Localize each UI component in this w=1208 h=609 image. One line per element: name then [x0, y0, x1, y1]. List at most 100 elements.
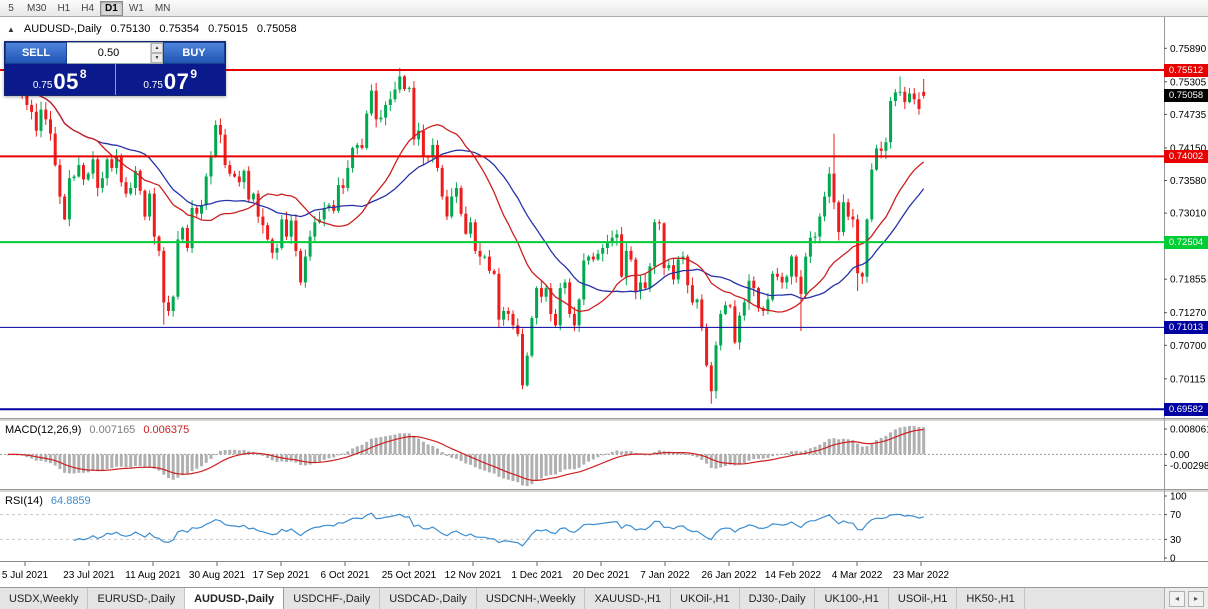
timeframe-button-mn[interactable]: MN — [150, 1, 176, 16]
svg-text:0: 0 — [1170, 554, 1176, 565]
rsi-value: 64.8859 — [50, 495, 91, 507]
svg-text:17 Sep 2021: 17 Sep 2021 — [253, 570, 310, 581]
symbol-tab-bar: USDX,Weekly EURUSD-,Daily AUDUSD-,Daily USD… — [0, 587, 1208, 609]
tab-hk50-h1[interactable]: HK50-,H1 — [957, 588, 1025, 609]
buy-price-display[interactable]: 0.75 07 9 — [114, 64, 226, 95]
sell-button[interactable]: SELL — [5, 42, 67, 64]
tab-eurusd-daily[interactable]: EURUSD-,Daily — [88, 588, 186, 609]
ma-fast-line — [7, 69, 925, 313]
timeframe-button-h4[interactable]: H4 — [76, 1, 99, 16]
ma-slow-line — [7, 69, 925, 300]
sell-price-display[interactable]: 0.75 05 8 — [5, 64, 115, 95]
svg-text:25 Oct 2021: 25 Oct 2021 — [382, 570, 437, 581]
date-axis-labels: 5 Jul 2021 23 Jul 2021 11 Aug 2021 30 Aug 2… — [2, 562, 950, 581]
collapse-panel-icon[interactable]: ▲ — [7, 24, 15, 34]
svg-text:5 Jul 2021: 5 Jul 2021 — [2, 570, 49, 581]
svg-text:30: 30 — [1170, 535, 1182, 546]
svg-text:7 Jan 2022: 7 Jan 2022 — [640, 570, 690, 581]
sell-price-prefix: 0.75 — [32, 80, 53, 91]
svg-text:0.71855: 0.71855 — [1170, 275, 1207, 286]
chart-canvas[interactable]: 0.758900.753050.747350.741500.735800.730… — [0, 17, 1208, 587]
rsi-name: RSI(14) — [5, 495, 43, 507]
svg-text:26 Jan 2022: 26 Jan 2022 — [701, 570, 756, 581]
svg-text:14 Feb 2022: 14 Feb 2022 — [765, 570, 822, 581]
ohlc-low: 0.75015 — [208, 23, 248, 35]
tab-ukoil-h1[interactable]: UKOil-,H1 — [671, 588, 740, 609]
volume-decrease-icon[interactable]: ▼ — [151, 53, 163, 63]
rsi-line — [73, 512, 924, 547]
macd-signal-line — [7, 428, 924, 482]
macd-indicator-label: MACD(12,26,9) 0.007165 0.006375 — [5, 424, 189, 436]
svg-text:0.70115: 0.70115 — [1170, 374, 1206, 385]
tab-dj30-daily[interactable]: DJ30-,Daily — [739, 588, 816, 609]
volume-increase-icon[interactable]: ▲ — [151, 43, 163, 53]
tab-usdcnh-weekly[interactable]: USDCNH-,Weekly — [476, 588, 586, 609]
svg-text:12 Nov 2021: 12 Nov 2021 — [445, 570, 502, 581]
price-axis-labels: 0.75890 0.75305 0.74735 0.74150 0.73580 0.730… — [1164, 44, 1207, 385]
tab-audusd-daily[interactable]: AUDUSD-,Daily — [185, 588, 285, 609]
horizontal-level-lines[interactable] — [0, 69, 1164, 411]
tab-xauusd-h1[interactable]: XAUUSD-,H1 — [585, 588, 672, 609]
macd-signal-value: 0.006375 — [143, 424, 190, 436]
timeframe-button-d1[interactable]: D1 — [100, 0, 123, 16]
svg-text:23 Mar 2022: 23 Mar 2022 — [893, 570, 950, 581]
timeframe-button-5[interactable]: 5 — [1, 1, 21, 16]
svg-text:0.74735: 0.74735 — [1170, 110, 1207, 121]
tab-scroll-controls: ◂ ▸ — [1164, 588, 1208, 609]
svg-text:30 Aug 2021: 30 Aug 2021 — [189, 570, 246, 581]
buy-price-prefix: 0.75 — [143, 80, 163, 91]
timeframe-button-h1[interactable]: H1 — [52, 1, 75, 16]
buy-price-big: 07 — [163, 69, 190, 94]
svg-text:0.008061: 0.008061 — [1170, 425, 1208, 436]
svg-text:100: 100 — [1170, 492, 1187, 503]
buy-price-pipette: 9 — [190, 67, 198, 81]
volume-value[interactable]: 0.50 — [97, 47, 120, 59]
tabs-scroll-right-icon[interactable]: ▸ — [1188, 590, 1204, 607]
sell-price-big: 05 — [53, 69, 79, 94]
macd-histogram — [6, 426, 926, 486]
symbol-title: AUDUSD-,Daily — [23, 23, 102, 35]
svg-text:20 Dec 2021: 20 Dec 2021 — [573, 570, 630, 581]
one-click-trading-panel: SELL 0.50 ▲ ▼ BUY 0.75 05 8 0.75 — [4, 41, 226, 96]
svg-text:6 Oct 2021: 6 Oct 2021 — [321, 570, 370, 581]
macd-axis-labels: 0.008061 0.00-0.002984 — [1164, 425, 1208, 472]
timeframe-button-m30[interactable]: M30 — [22, 1, 51, 16]
sell-price-pipette: 8 — [79, 67, 87, 81]
svg-text:0.00: 0.00 — [1170, 450, 1190, 461]
tab-usoil-h1[interactable]: USOil-,H1 — [888, 588, 958, 609]
timeframe-button-w1[interactable]: W1 — [124, 1, 149, 16]
rsi-indicator-label: RSI(14) 64.8859 — [5, 495, 91, 507]
ohlc-open: 0.75130 — [110, 23, 151, 35]
chart-symbol-header: ▲ AUDUSD-,Daily 0.75130 0.75354 0.75015 … — [7, 23, 297, 35]
candlestick-series — [6, 57, 926, 404]
svg-text:0.70700: 0.70700 — [1170, 341, 1207, 352]
svg-text:0.73010: 0.73010 — [1170, 209, 1207, 220]
svg-text:1 Dec 2021: 1 Dec 2021 — [511, 570, 563, 581]
tab-uk100-h1[interactable]: UK100-,H1 — [815, 588, 889, 609]
svg-text:0.74150: 0.74150 — [1170, 143, 1207, 154]
volume-field[interactable]: 0.50 ▲ ▼ — [67, 42, 163, 64]
svg-text:23 Jul 2021: 23 Jul 2021 — [63, 570, 115, 581]
timeframe-toolbar: 5 M30 H1 H4 D1 W1 MN — [0, 0, 1208, 17]
svg-text:0.75305: 0.75305 — [1170, 77, 1207, 88]
tabs-scroll-left-icon[interactable]: ◂ — [1169, 590, 1185, 607]
macd-name: MACD(12,26,9) — [5, 424, 82, 436]
svg-text:0.73580: 0.73580 — [1170, 176, 1207, 187]
macd-main-value: 0.007165 — [89, 424, 136, 436]
ohlc-high: 0.75354 — [159, 23, 200, 35]
chart-area: 0.75890 0.75305 0.74735 0.74150 0.73580 0.730… — [0, 17, 1208, 587]
symbol-tabs: USDX,Weekly EURUSD-,Daily AUDUSD-,Daily USD… — [0, 588, 1164, 609]
tab-usdchf-daily[interactable]: USDCHF-,Daily — [284, 588, 381, 609]
tab-usdx-weekly[interactable]: USDX,Weekly — [0, 588, 89, 609]
svg-text:70: 70 — [1170, 510, 1182, 521]
svg-text:0.71270: 0.71270 — [1170, 308, 1207, 319]
svg-text:4 Mar 2022: 4 Mar 2022 — [832, 570, 883, 581]
rsi-axis-labels: 100 70 30 0 — [1164, 492, 1187, 565]
ohlc-close: 0.75058 — [256, 23, 297, 35]
svg-text:11 Aug 2021: 11 Aug 2021 — [125, 570, 181, 581]
svg-text:0.75890: 0.75890 — [1170, 44, 1207, 55]
svg-text:-0.002984: -0.002984 — [1170, 461, 1208, 472]
tab-usdcad-daily[interactable]: USDCAD-,Daily — [380, 588, 477, 609]
buy-button[interactable]: BUY — [163, 42, 225, 64]
